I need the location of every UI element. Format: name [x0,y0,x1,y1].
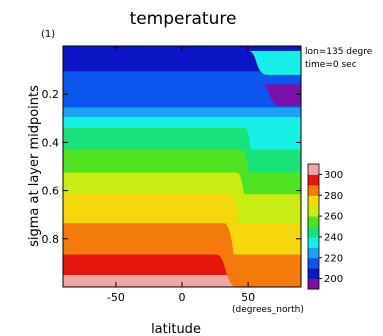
polar-features [248,50,301,107]
x-tick-label: -50 [107,291,125,304]
y-tick-label: 0.8 [42,233,60,246]
y-tick-label: 0.4 [42,136,60,149]
axis-ticks: -50 0 50 0.2 0.4 0.6 0.8 [42,46,301,304]
contour-band [63,127,301,151]
colorbar-band [308,278,319,290]
x-axis-unit: (degrees_north) [232,305,304,315]
x-tick-label: 50 [241,291,255,304]
contour-band [63,71,301,109]
colorbar-frame [307,163,320,290]
y-axis-label: sigma at layer midpoints [27,85,42,247]
colorbar-band [308,216,319,227]
colorbar-band [308,205,319,217]
colorbar-band [308,236,319,248]
colorbar-band [308,195,319,207]
colorbar-band [308,268,319,280]
colorbar-tick-label: 260 [324,212,343,223]
colorbar: 300 280 260 240 220 200 [307,163,343,290]
contour-band [63,117,301,129]
colorbar-band [308,174,319,186]
colorbar-tick-label: 220 [324,253,343,264]
colorbar-band [308,257,319,269]
colorbar-tick-label: 300 [324,170,343,181]
panel-label: (1) [41,29,55,40]
colorbar-band [308,164,319,175]
y-tick-label: 0.6 [42,185,60,198]
time-info: time=0 sec [305,60,357,70]
x-axis-label: latitude [151,322,201,336]
colorbar-band [308,247,319,259]
colorbar-tick-label: 240 [324,232,343,243]
polar-feature [261,84,301,107]
polar-feature [248,50,301,75]
chart-title: temperature [130,9,237,29]
y-tick-label: 0.2 [42,88,60,101]
colorbar-tick-label: 200 [324,274,343,285]
contour-band [215,254,301,287]
colorbar-band [308,184,319,196]
temperature-field [63,46,301,287]
x-tick-label: 0 [179,291,186,304]
contour-band [63,149,301,174]
colorbar-band [308,226,319,238]
lon-info: lon=135 degre [305,47,373,57]
contour-band [63,107,301,118]
colorbar-tick-label: 280 [324,191,343,202]
